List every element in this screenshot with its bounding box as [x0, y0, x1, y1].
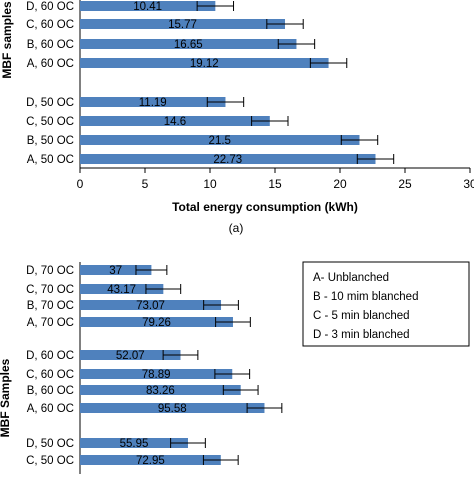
chart-b-data-label-b-70-oc: 73.07	[136, 300, 165, 312]
chart-a-x-tick-label: 10	[203, 177, 217, 191]
chart-a-category-label-c-60-oc: C, 60 OC	[26, 19, 74, 31]
chart-a-x-axis-title: Total energy consumption (kWh)	[172, 200, 358, 214]
chart-b-error-bar-c-70-oc	[145, 284, 182, 294]
chart-b-category-label-d-50-oc: D, 50 OC	[26, 438, 74, 450]
chart-a-data-label-c-50-oc: 14.6	[164, 116, 186, 128]
chart-b-error-bar-c-60-oc	[214, 369, 251, 379]
chart-a-error-bar-c-50-oc	[251, 116, 289, 126]
chart-b-bar-a-70-oc	[80, 317, 233, 327]
chart-a-x-tick-label: 25	[398, 177, 412, 191]
chart-b-error-bar-d-50-oc	[170, 438, 206, 448]
legend-item-c: C - 5 min blanched	[313, 310, 410, 322]
chart-b-y-axis-title: MBF Samples	[0, 358, 12, 437]
chart-b-legend-box	[302, 261, 470, 347]
chart-a-x-tick-label: 15	[268, 177, 282, 191]
chart-a-category-label-d-50-oc: D, 50 OC	[26, 97, 74, 109]
chart-b-bar-b-60-oc	[80, 385, 241, 395]
chart-a-bar-b-60-oc	[80, 39, 297, 49]
chart-b-bar-c-50-oc	[80, 455, 221, 465]
chart-b-data-label-b-60-oc: 83.26	[146, 385, 175, 397]
chart-a-category-label-b-60-oc: B, 60 OC	[27, 39, 74, 51]
chart-b-error-bar-d-70-oc	[135, 265, 168, 275]
chart-a-x-tick-label: 0	[77, 177, 84, 191]
chart-b-data-label-c-50-oc: 72.95	[136, 455, 165, 467]
chart-a-error-bar-d-50-oc	[206, 97, 245, 107]
chart-a-bar-a-50-oc	[80, 154, 376, 164]
chart-b-bar-b-70-oc	[80, 300, 222, 310]
legend-item-a: A- Unblanched	[313, 272, 389, 284]
chart-b-error-bar-d-60-oc	[162, 350, 199, 360]
chart-b-data-label-a-70-oc: 79.26	[142, 317, 171, 329]
chart-a-x-tick-label: 5	[142, 177, 149, 191]
chart-b-category-label-b-70-oc: B, 70 OC	[27, 300, 74, 312]
chart-a-y-axis-title: MBF samples	[0, 1, 14, 79]
chart-b-error-bar-a-60-oc	[246, 403, 283, 413]
chart-a-category-label-d-60-oc: D, 60 OC	[26, 1, 74, 13]
chart-a-category-label-a-50-oc: A, 50 OC	[27, 154, 74, 166]
chart-b-data-label-c-70-oc: 43.17	[107, 284, 136, 296]
chart-a-bar-a-60-oc	[80, 58, 329, 68]
chart-a-bar-d-50-oc	[80, 97, 226, 107]
chart-a-x-tick-label: 30	[463, 177, 474, 191]
chart-b-bar-c-60-oc	[80, 369, 233, 379]
chart-a-error-bar-d-60-oc	[196, 1, 235, 11]
chart-b-error-bar-b-70-oc	[203, 300, 239, 310]
chart-a-data-label-b-50-oc: 21.5	[209, 135, 231, 147]
chart-b-category-label-a-70-oc: A, 70 OC	[27, 317, 74, 329]
chart-a-x-tick-label: 20	[333, 177, 347, 191]
chart-a-error-bar-b-50-oc	[340, 135, 379, 145]
chart-a-data-label-d-60-oc: 10.41	[133, 1, 162, 13]
chart-b-data-label-d-50-oc: 55.95	[120, 438, 149, 450]
chart-a-data-label-b-60-oc: 16.65	[174, 39, 203, 51]
chart-a-data-label-c-60-oc: 15.77	[168, 19, 197, 31]
chart-b-data-label-a-60-oc: 95.58	[158, 403, 187, 415]
chart-b-category-label-a-60-oc: A, 60 OC	[27, 403, 74, 415]
chart-b-error-bar-b-60-oc	[222, 385, 259, 395]
chart-a-category-label-b-50-oc: B, 50 OC	[27, 135, 74, 147]
chart-b-error-bar-a-70-oc	[215, 317, 251, 327]
chart-b-bar-c-70-oc	[80, 284, 164, 294]
chart-a-error-bar-b-60-oc	[277, 39, 316, 49]
chart-a-bar-d-60-oc	[80, 1, 216, 11]
chart-b-data-label-d-60-oc: 52.07	[116, 350, 145, 362]
chart-b-category-label-c-70-oc: C, 70 OC	[26, 284, 74, 296]
chart-a-bar-c-50-oc	[80, 116, 270, 126]
chart-a-error-bar-a-60-oc	[309, 58, 348, 68]
chart-b-category-label-c-60-oc: C, 60 OC	[26, 369, 74, 381]
chart-a-error-bar-c-60-oc	[266, 19, 304, 29]
chart-b-bar-d-70-oc	[80, 265, 152, 275]
chart-a-category-label-a-60-oc: A, 60 OC	[27, 58, 74, 70]
chart-b-bar-d-60-oc	[80, 350, 181, 360]
chart-b-data-label-d-70-oc: 37	[109, 265, 122, 277]
chart-a-x-ticks: 0 5 10 15 20 25 30	[77, 168, 474, 191]
chart-a-data-label-a-50-oc: 22.73	[213, 154, 242, 166]
chart-a-data-label-d-50-oc: 11.19	[139, 97, 167, 109]
chart-a-bar-b-50-oc	[80, 135, 360, 145]
chart-b-category-label-d-60-oc: D, 60 OC	[26, 350, 74, 362]
chart-a-caption: (a)	[229, 221, 244, 235]
chart-b-data-label-c-60-oc: 78.89	[142, 369, 171, 381]
chart-a-category-label-c-50-oc: C, 50 OC	[26, 116, 74, 128]
legend-item-b: B - 10 mim blanched	[313, 291, 418, 303]
chart-a-error-bar-a-50-oc	[356, 154, 395, 164]
chart-a-bars: 10.41 15.77 16.65 19.12 11.19 14.6 21.5 22.73	[80, 1, 395, 166]
chart-b-category-label-c-50-oc: C, 50 OC	[26, 455, 74, 467]
chart-b-category-label-b-60-oc: B, 60 OC	[27, 385, 74, 397]
chart-b-error-bar-c-50-oc	[202, 455, 239, 465]
legend-item-d: D - 3 min blanched	[313, 329, 410, 341]
chart-b-bar-a-60-oc	[80, 403, 265, 413]
chart-a-data-label-a-60-oc: 19.12	[190, 58, 219, 70]
chart-b-bar-d-50-oc	[80, 438, 188, 448]
chart-a: 0 5 10 15 20 25 30 10.41 15.77 16.65 19.12 11.19 14…	[0, 0, 474, 235]
chart-b-legend: A- Unblanched B - 10 mim blanched C - 5 …	[302, 261, 470, 347]
chart-b-category-label-d-70-oc: D, 70 OC	[26, 265, 74, 277]
chart-a-bar-c-60-oc	[80, 19, 286, 29]
